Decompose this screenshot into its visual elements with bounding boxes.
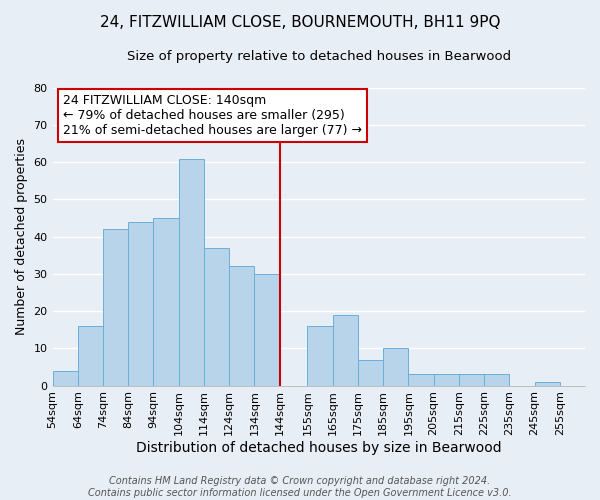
Bar xyxy=(154,218,179,386)
Bar xyxy=(179,158,204,386)
Y-axis label: Number of detached properties: Number of detached properties xyxy=(15,138,28,335)
Bar xyxy=(409,374,434,386)
Bar xyxy=(78,326,103,386)
Bar xyxy=(103,229,128,386)
Text: 24 FITZWILLIAM CLOSE: 140sqm
← 79% of detached houses are smaller (295)
21% of s: 24 FITZWILLIAM CLOSE: 140sqm ← 79% of de… xyxy=(63,94,362,136)
Bar xyxy=(459,374,484,386)
Bar xyxy=(128,222,154,386)
Bar xyxy=(229,266,254,386)
Bar xyxy=(204,248,229,386)
Bar xyxy=(254,274,280,386)
Bar xyxy=(358,360,383,386)
Bar xyxy=(332,315,358,386)
Title: Size of property relative to detached houses in Bearwood: Size of property relative to detached ho… xyxy=(127,50,511,63)
Text: 24, FITZWILLIAM CLOSE, BOURNEMOUTH, BH11 9PQ: 24, FITZWILLIAM CLOSE, BOURNEMOUTH, BH11… xyxy=(100,15,500,30)
Bar xyxy=(307,326,332,386)
X-axis label: Distribution of detached houses by size in Bearwood: Distribution of detached houses by size … xyxy=(136,441,502,455)
Text: Contains HM Land Registry data © Crown copyright and database right 2024.
Contai: Contains HM Land Registry data © Crown c… xyxy=(88,476,512,498)
Bar xyxy=(53,370,78,386)
Bar xyxy=(383,348,409,386)
Bar xyxy=(484,374,509,386)
Bar xyxy=(434,374,459,386)
Bar xyxy=(535,382,560,386)
